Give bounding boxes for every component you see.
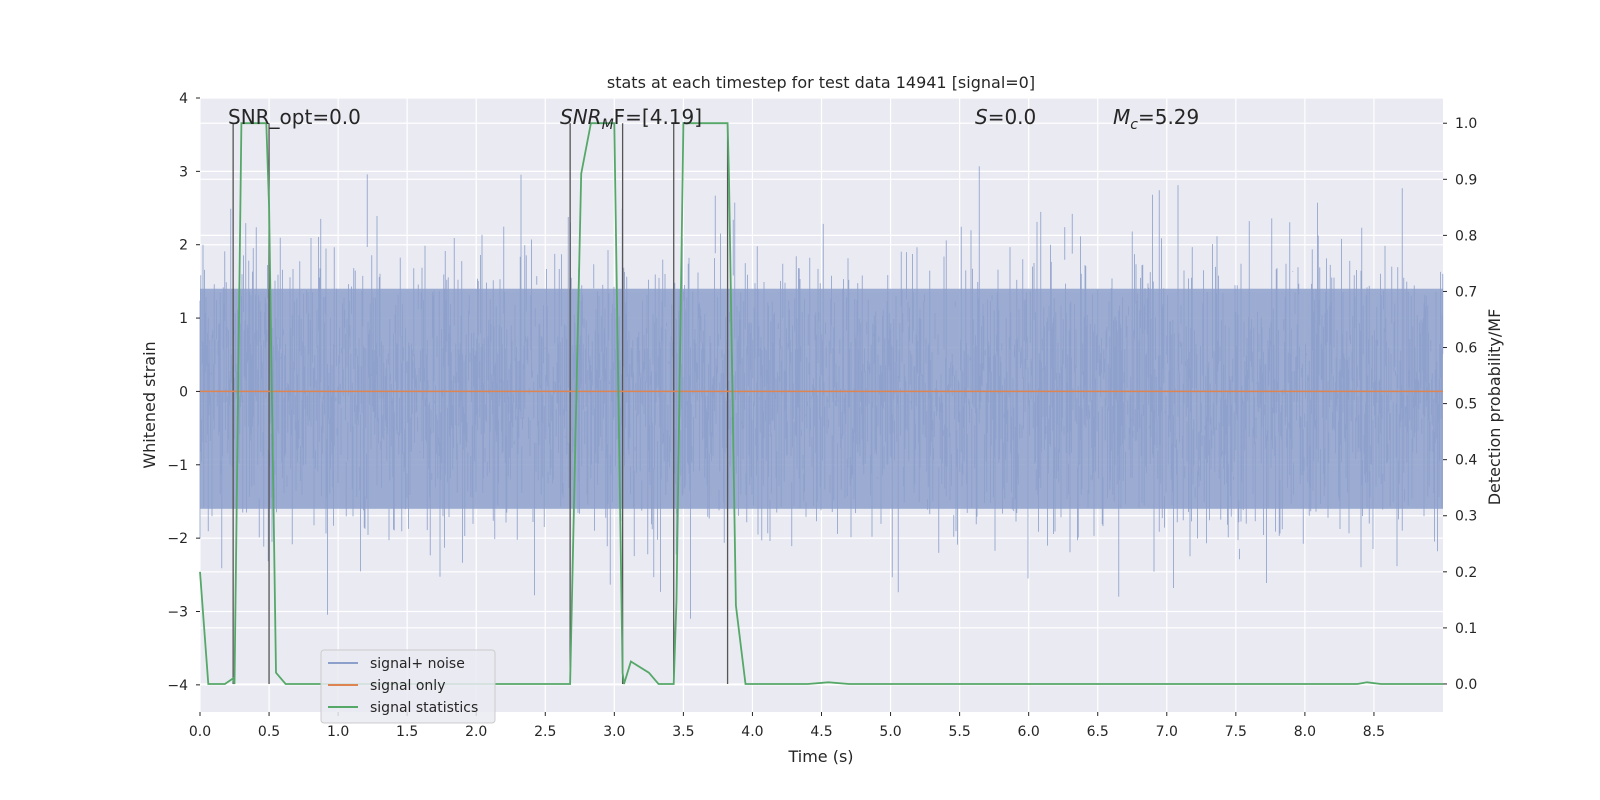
x-tick-label-4: 2.0	[465, 724, 487, 740]
x-tick-label-17: 8.5	[1363, 724, 1385, 740]
x-tick-label-13: 6.5	[1087, 724, 1109, 740]
x-tick-label-3: 1.5	[396, 724, 418, 740]
y-right-tick-label-5: 0.5	[1455, 397, 1477, 413]
annotation-s-rest: =0.0	[988, 105, 1037, 129]
y-right-tick-label-1: 0.9	[1455, 172, 1477, 188]
x-tick-label-10: 5.0	[879, 724, 901, 740]
y-right-tick-label-4: 0.6	[1455, 341, 1477, 357]
chart-title: stats at each timestep for test data 149…	[607, 73, 1035, 92]
legend: signal+ noise signal only signal statist…	[320, 649, 496, 724]
y-left-tick-label-0: 4	[179, 91, 188, 107]
y-left-tick-label-7: −3	[167, 605, 188, 621]
y-right-tick-label-9: 0.1	[1455, 621, 1477, 637]
annotation-mc: Mc=5.29	[1113, 105, 1199, 133]
annotation-snr-opt: SNR_opt=0.0	[228, 105, 361, 129]
y-left-tick-label-2: 2	[179, 238, 188, 254]
annotation-snr-mf-rest: F=[4.19]	[614, 105, 702, 129]
y-right-tick-label-3: 0.7	[1455, 284, 1477, 300]
y-left-tick-label-6: −2	[167, 531, 188, 547]
x-tick-label-5: 2.5	[534, 724, 556, 740]
y-left-tick-label-8: −4	[167, 678, 188, 694]
legend-label-signal-only: signal only	[370, 678, 445, 694]
annotation-s: S=0.0	[975, 105, 1036, 129]
x-tick-label-11: 5.5	[948, 724, 970, 740]
x-tick-label-9: 4.5	[810, 724, 832, 740]
y-left-axis-label: Whitened strain	[140, 341, 159, 468]
noise-series	[199, 166, 1444, 619]
legend-label-noise: signal+ noise	[370, 656, 465, 672]
x-axis-label: Time (s)	[787, 747, 853, 766]
x-ticks: 0.0 0.5 1.0 1.5 2.0 2.5 3.0 3.5 4.0 4.5 5.0 5.5 6.0 6…	[189, 712, 1385, 740]
y-right-tick-label-7: 0.3	[1455, 509, 1477, 525]
x-tick-label-12: 6.0	[1018, 724, 1040, 740]
y-left-ticks: 4 3 2 1 0 −1 −2 −3 −4	[167, 91, 200, 694]
legend-box	[320, 649, 496, 724]
x-tick-label-1: 0.5	[258, 724, 280, 740]
y-right-tick-label-2: 0.8	[1455, 228, 1477, 244]
y-right-tick-label-8: 0.2	[1455, 565, 1477, 581]
y-right-tick-label-6: 0.4	[1455, 453, 1477, 469]
x-tick-label-6: 3.0	[603, 724, 625, 740]
annotation-snr-mf-main: SNR	[560, 105, 602, 129]
y-left-tick-label-5: −1	[167, 458, 188, 474]
x-tick-label-14: 7.0	[1156, 724, 1178, 740]
y-right-axis-label: Detection probability/MF	[1485, 309, 1504, 506]
annotation-mc-rest: =5.29	[1138, 105, 1199, 129]
y-right-tick-label-10: 0.0	[1455, 677, 1477, 693]
x-tick-label-16: 8.0	[1294, 724, 1316, 740]
annotation-snr-mf-sub: M	[602, 117, 614, 133]
annotation-mc-main: M	[1113, 105, 1130, 129]
signal-statistics-line	[199, 122, 1443, 685]
x-tick-label-8: 4.0	[741, 724, 763, 740]
x-tick-label-0: 0.0	[189, 724, 211, 740]
y-right-ticks: 1.0 0.9 0.8 0.7 0.6 0.5 0.4 0.3 0.2 0.1 0.0	[1443, 116, 1477, 693]
annotation-s-italic: S	[975, 105, 988, 129]
annotation-mc-sub: c	[1130, 117, 1138, 133]
y-left-tick-label-4: 0	[179, 384, 188, 400]
legend-label-statistics: signal statistics	[370, 700, 478, 716]
annotation-snr-mf: SNRMF=[4.19]	[560, 105, 702, 133]
y-left-tick-label-3: 1	[179, 311, 188, 327]
x-tick-label-7: 3.5	[672, 724, 694, 740]
y-right-tick-label-0: 1.0	[1455, 116, 1477, 132]
noise-spikes	[199, 166, 1444, 619]
x-tick-label-15: 7.5	[1225, 724, 1247, 740]
x-tick-label-2: 1.0	[327, 724, 349, 740]
y-left-tick-label-1: 3	[179, 164, 188, 180]
